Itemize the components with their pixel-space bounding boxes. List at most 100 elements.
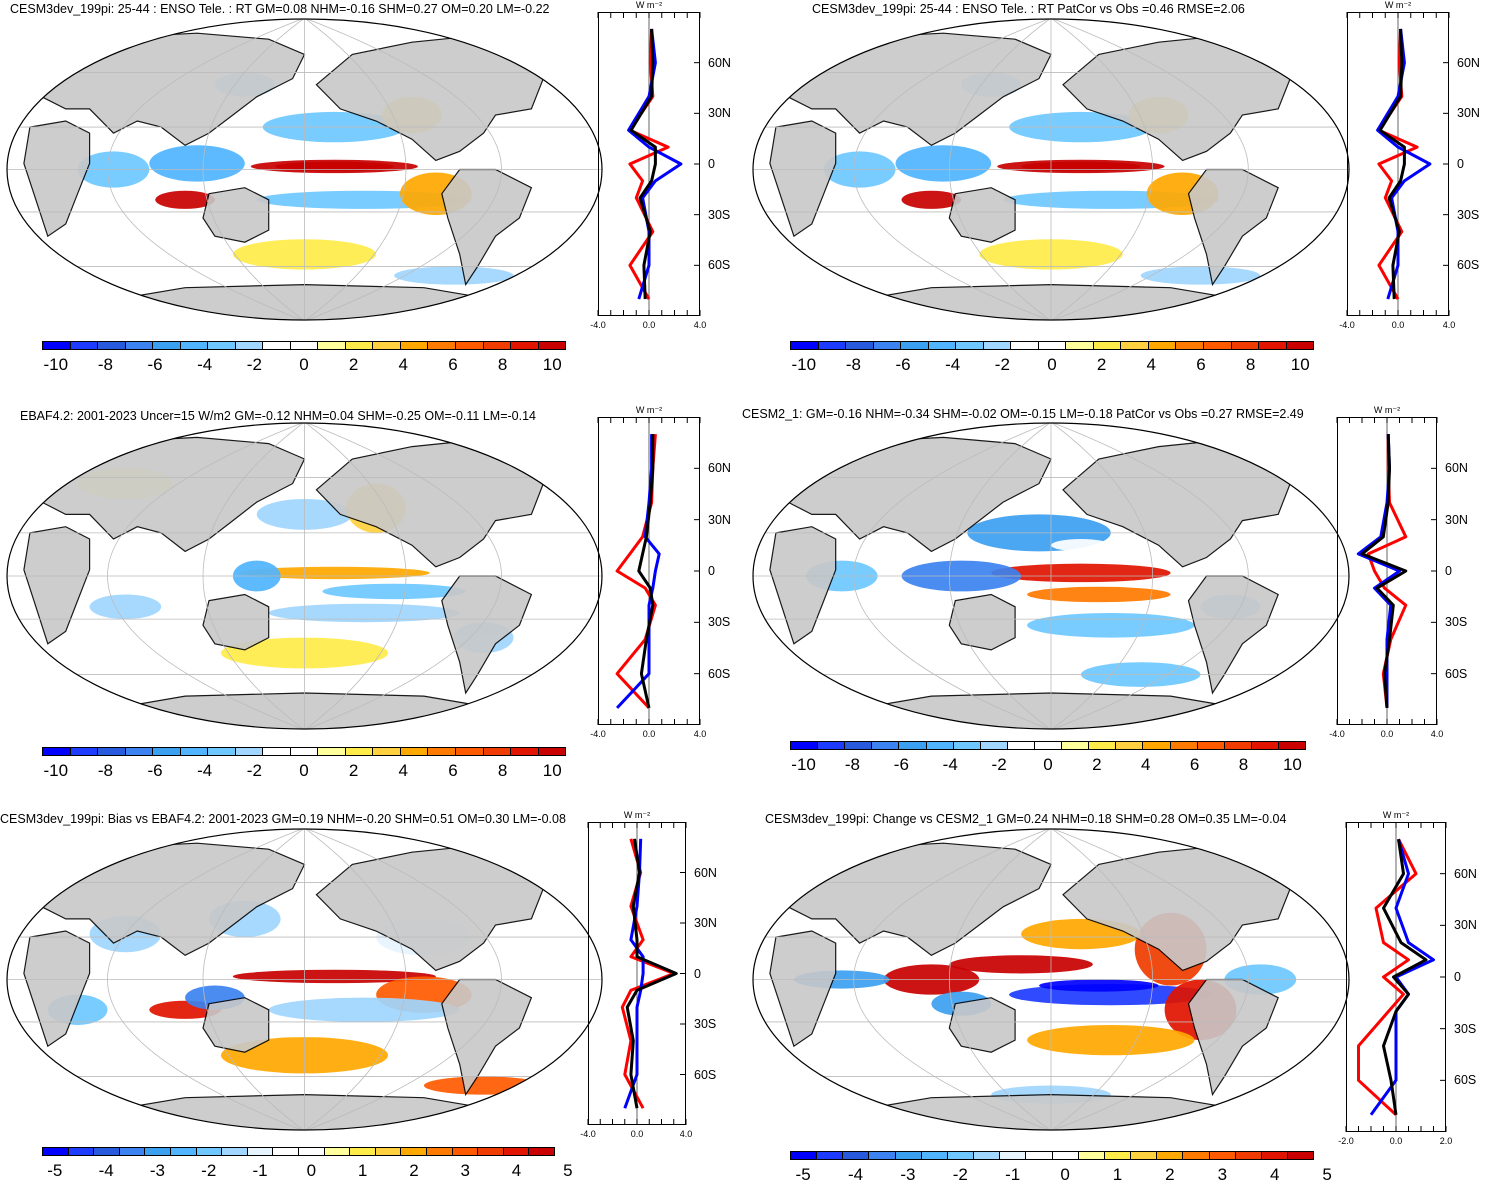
colorbar <box>790 741 1306 750</box>
colorbar-swatch <box>980 742 1008 749</box>
land-eurasia <box>35 842 306 957</box>
longitude-gridline <box>1050 829 1249 1130</box>
units-label: W m⁻² <box>1384 0 1412 10</box>
colorbar-swatch <box>538 748 566 755</box>
latitude-label: 60S <box>1457 258 1480 273</box>
colorbar-swatch <box>153 342 181 349</box>
colorbar-swatch <box>1034 742 1063 749</box>
latitude-label: 30S <box>694 1017 717 1031</box>
colorbar-swatch <box>1157 1152 1184 1159</box>
colorbar-tick-label: -2 <box>991 755 1007 774</box>
zonal-x-label: 0.0 <box>1391 320 1405 330</box>
colorbar-tick-label: 4 <box>398 355 409 374</box>
latitude-label: 60N <box>694 865 717 880</box>
colorbar-tick-label: 4 <box>1269 1165 1280 1184</box>
colorbar-swatch <box>791 742 819 749</box>
land-eurasia <box>781 842 1052 957</box>
latitude-label: 60N <box>708 461 731 476</box>
colorbar-tick-label: 2 <box>348 355 359 374</box>
colorbar-swatch <box>263 342 291 349</box>
longitude-gridline <box>1050 829 1153 1130</box>
colorbar <box>42 1147 555 1156</box>
series-line-ensemble <box>625 838 678 1109</box>
colorbar-tick-label: 3 <box>1217 1165 1228 1184</box>
colorbar-tick-label: 0 <box>1060 1165 1070 1184</box>
longitude-gridline <box>202 829 305 1130</box>
longitude-gridline <box>304 19 407 320</box>
colorbar-swatch <box>1235 1152 1262 1159</box>
map-outline <box>6 422 603 730</box>
colorbar-tick-label: 6 <box>1196 355 1206 374</box>
colorbar-tick-label: -5 <box>795 1165 811 1184</box>
longitude-gridline <box>1050 19 1249 320</box>
longitude-gridline <box>853 19 1052 320</box>
colorbar-swatch <box>1251 742 1279 749</box>
units-label: W m⁻² <box>1373 405 1401 415</box>
colorbar-tick-label: 4 <box>398 761 409 780</box>
panel-title: CESM3dev_199pi: 25-44 : ENSO Tele. : RT … <box>10 2 550 16</box>
colorbar-swatch <box>538 342 566 349</box>
colorbar-tick-label: 0 <box>1047 355 1057 374</box>
colorbar-tick-label: 0 <box>299 355 309 374</box>
colorbar-swatch <box>1011 342 1039 349</box>
land-eurasia <box>781 436 1052 553</box>
land-eurasia <box>781 32 1052 147</box>
colorbar-tick-label: -4 <box>197 355 213 374</box>
colorbar-tick-label: 1 <box>357 1161 368 1180</box>
map-outline <box>752 422 1350 730</box>
longitude-gridline <box>304 829 407 1130</box>
colorbar-swatch <box>529 1148 554 1155</box>
colorbar-swatch <box>455 342 484 349</box>
colorbar-tick-label: 8 <box>497 761 508 780</box>
zonal-x-label: 0.0 <box>1389 1136 1403 1146</box>
colorbar-swatch <box>483 342 512 349</box>
colorbar-swatch <box>43 342 71 349</box>
anomaly-patch <box>901 190 962 209</box>
anomaly-patch <box>1051 539 1111 552</box>
colorbar-swatch <box>98 342 126 349</box>
colorbar-tick-label: -4 <box>98 1161 114 1180</box>
colorbar-swatch <box>1089 742 1117 749</box>
colorbar-tick-label: 10 <box>1290 355 1310 374</box>
longitude-gridline <box>304 423 407 729</box>
colorbar-tick-label: -6 <box>895 355 911 374</box>
longitude-gridline <box>202 423 305 729</box>
colorbar-swatch <box>1183 1152 1210 1159</box>
longitude-gridline <box>1050 19 1153 320</box>
colorbar-swatch <box>818 342 847 349</box>
zonal-x-label: 0.0 <box>642 320 656 330</box>
colorbar-tick-label: 3 <box>460 1161 470 1180</box>
colorbar-tick-label: -10 <box>43 761 69 780</box>
latitude-label: 30N <box>1454 918 1477 933</box>
colorbar-swatch <box>1259 342 1287 349</box>
latitude-label: 60N <box>708 55 731 70</box>
colorbar-swatch <box>400 342 429 349</box>
colorbar-tick-label: 2 <box>1165 1165 1175 1184</box>
colorbar-swatch <box>1062 742 1090 749</box>
panel-title: CESM3dev_199pi: Change vs CESM2_1 GM=0.2… <box>765 812 1287 826</box>
latitude-label: 0 <box>708 564 715 578</box>
colorbar-tick-label: -10 <box>791 755 816 774</box>
latitude-label: 60N <box>1457 55 1480 70</box>
latitude-label: 30N <box>1457 106 1480 121</box>
colorbar-tick-label: -3 <box>149 1161 165 1180</box>
zonal-x-label: 0.0 <box>630 1129 644 1139</box>
latitude-label: 0 <box>694 966 701 981</box>
colorbar-swatch <box>318 342 346 349</box>
colorbar-tick-label: -6 <box>147 355 163 374</box>
colorbar-swatch <box>791 342 819 349</box>
zonal-mean-plot <box>1346 12 1450 316</box>
colorbar-tick-label: -2 <box>952 1165 968 1184</box>
latitude-label: 30S <box>1454 1021 1477 1036</box>
colorbar-swatch <box>926 742 954 749</box>
panel-title: CESM3dev_199pi: 25-44 : ENSO Tele. : RT … <box>812 2 1245 16</box>
colorbar-tick-label: -3 <box>900 1165 916 1184</box>
panel-title: EBAF4.2: 2001-2023 Uncer=15 W/m2 GM=-0.1… <box>20 409 536 423</box>
colorbar-tick-label: 8 <box>497 355 508 374</box>
colorbar-tick-label: -4 <box>945 355 961 374</box>
zonal-x-label: -4.0 <box>1339 320 1355 330</box>
colorbar-swatch <box>953 742 981 749</box>
colorbar-tick-label: -1 <box>252 1161 268 1180</box>
latitude-label: 60S <box>708 666 731 681</box>
latitude-label: 60N <box>1454 866 1477 881</box>
